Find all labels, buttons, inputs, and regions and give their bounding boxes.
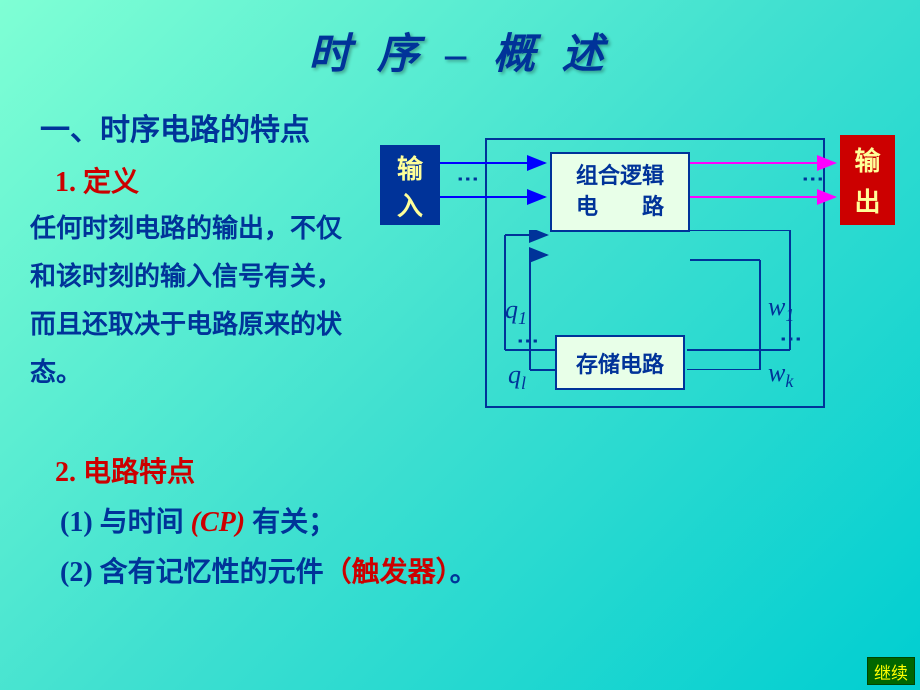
output-dots-icon: ⋮ — [800, 168, 826, 184]
input-label-top: 输 — [397, 149, 423, 186]
point-1: (1) 与时间 (CP) 有关； — [60, 500, 336, 540]
logic-line2: 电 路 — [576, 192, 664, 223]
q1-label: q1 — [505, 295, 527, 329]
feedback-right-icon — [685, 230, 815, 370]
subsection-2: 2. 电路特点 — [55, 450, 195, 490]
point-2-prefix: (2) 含有记忆性的元件 — [60, 557, 324, 588]
q-dots-icon: ⋮ — [515, 330, 541, 346]
slide-title: 时 序 – 概 述 — [0, 0, 920, 81]
output-label-top: 输 — [854, 141, 880, 178]
circuit-diagram: 输 入 输 出 组合逻辑 电 路 存储电路 ⋮ ⋮ — [380, 130, 900, 420]
logic-box: 组合逻辑 电 路 — [550, 152, 690, 232]
logic-line1: 组合逻辑 — [576, 161, 664, 192]
point-2-suffix: 。 — [450, 557, 478, 588]
input-dots-icon: ⋮ — [455, 168, 481, 184]
section-heading-1: 一、时序电路的特点 — [40, 105, 310, 149]
output-box: 输 出 — [840, 135, 895, 225]
w-dots-icon: ⋮ — [778, 328, 804, 344]
point-1-cp: (CP) — [191, 507, 245, 538]
point-1-prefix: (1) 与时间 — [60, 507, 191, 538]
point-2-trigger: （触发器） — [324, 557, 450, 588]
point-1-suffix: 有关； — [245, 507, 336, 538]
output-label-bottom: 出 — [854, 182, 880, 219]
definition-text: 任何时刻电路的输出，不仅和该时刻的输入信号有关，而且还取决于电路原来的状态。 — [30, 205, 360, 397]
continue-button[interactable]: 继续 — [867, 657, 915, 685]
input-box: 输 入 — [380, 145, 440, 225]
ql-label: ql — [508, 360, 526, 394]
storage-box: 存储电路 — [555, 335, 685, 390]
subsection-1: 1. 定义 — [55, 160, 139, 200]
wk-label: wk — [768, 358, 793, 392]
w1-label: w1 — [768, 292, 794, 326]
input-label-bottom: 入 — [397, 186, 423, 223]
point-2: (2) 含有记忆性的元件（触发器）。 — [60, 550, 478, 590]
